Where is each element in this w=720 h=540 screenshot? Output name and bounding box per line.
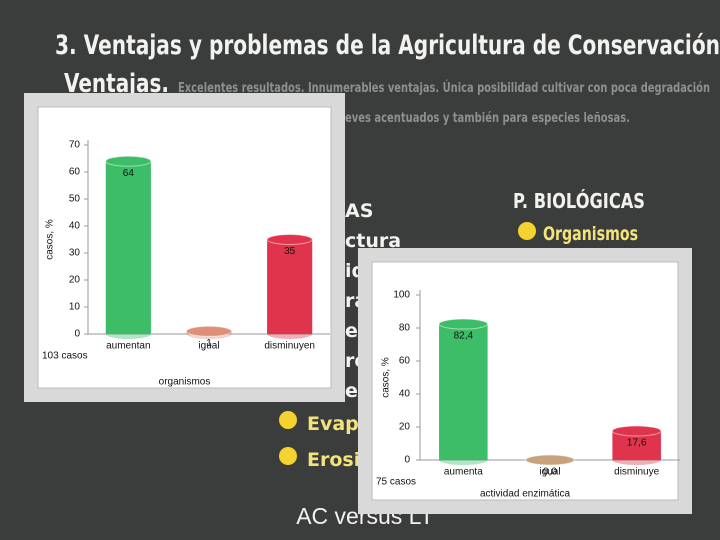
line2: eves acentuados y también para especies … bbox=[345, 111, 630, 126]
bar-top bbox=[105, 155, 152, 167]
y-axis-label: casos, % bbox=[45, 219, 56, 260]
y-tick-label: 60 bbox=[399, 356, 411, 367]
y-tick-label: 70 bbox=[69, 140, 81, 151]
chart: 0 20 40 60 80 100 casos, % actividad enzimática… bbox=[358, 248, 692, 514]
smiley bbox=[279, 411, 297, 429]
y-tick-label: 80 bbox=[399, 323, 411, 334]
x-tick-label: aumentan bbox=[106, 341, 150, 352]
left-item: AS bbox=[345, 200, 373, 222]
note: 75 casos bbox=[376, 477, 416, 488]
data-label: 17,6 bbox=[627, 438, 647, 449]
y-tick-label: 20 bbox=[399, 422, 411, 433]
y-tick-label: 50 bbox=[69, 194, 81, 205]
bar-top bbox=[266, 234, 313, 245]
x-tick-label: igual bbox=[198, 341, 219, 352]
x-axis-label: organismos bbox=[159, 377, 211, 388]
smiley bbox=[518, 222, 536, 240]
data-label: 1 bbox=[206, 338, 212, 349]
x-tick-label: disminuye bbox=[614, 467, 659, 478]
y-tick-label: 40 bbox=[399, 389, 411, 400]
slide-title: 3. Ventajas y problemas de la Agricultur… bbox=[55, 30, 720, 61]
left-item: e bbox=[345, 380, 358, 402]
y-tick-label: 60 bbox=[69, 167, 81, 178]
y-tick-label: 10 bbox=[69, 302, 81, 313]
x-tick-label: igual bbox=[539, 467, 560, 478]
bar-top bbox=[185, 325, 233, 337]
x-tick-label: disminuyen bbox=[264, 341, 315, 352]
chart: 0 10 20 30 40 50 60 70 casos, % organismos 103 cas… bbox=[24, 93, 345, 402]
lead-text: Excelentes resultados. Innumerables vent… bbox=[178, 80, 710, 96]
data-label: 82,4 bbox=[454, 331, 474, 342]
data-label: 35 bbox=[284, 246, 296, 257]
y-tick-label: 30 bbox=[69, 248, 81, 259]
note: 103 casos bbox=[42, 351, 88, 362]
y-tick-label: 100 bbox=[393, 290, 410, 301]
bar-top bbox=[611, 425, 662, 437]
x-axis-label: actividad enzimática bbox=[480, 489, 570, 500]
x-tick-label: aumenta bbox=[444, 467, 483, 478]
data-label: 64 bbox=[123, 168, 135, 179]
y-tick-label: 0 bbox=[404, 455, 410, 466]
y-tick-label: 0 bbox=[74, 329, 80, 340]
data-label: 0,0 bbox=[543, 467, 557, 478]
y-tick-label: 20 bbox=[69, 275, 81, 286]
bar-top bbox=[438, 318, 489, 330]
bar bbox=[105, 161, 151, 334]
right-heading: P. BIOLÓGICAS bbox=[513, 189, 645, 213]
right-item: Organismos bbox=[543, 223, 638, 245]
bar bbox=[267, 239, 313, 334]
smiley bbox=[279, 447, 297, 465]
bar-top bbox=[525, 454, 575, 466]
left-item: ctura bbox=[345, 230, 401, 252]
y-tick-label: 40 bbox=[69, 221, 81, 232]
bar bbox=[439, 324, 488, 460]
y-axis-label: casos, % bbox=[381, 357, 392, 398]
